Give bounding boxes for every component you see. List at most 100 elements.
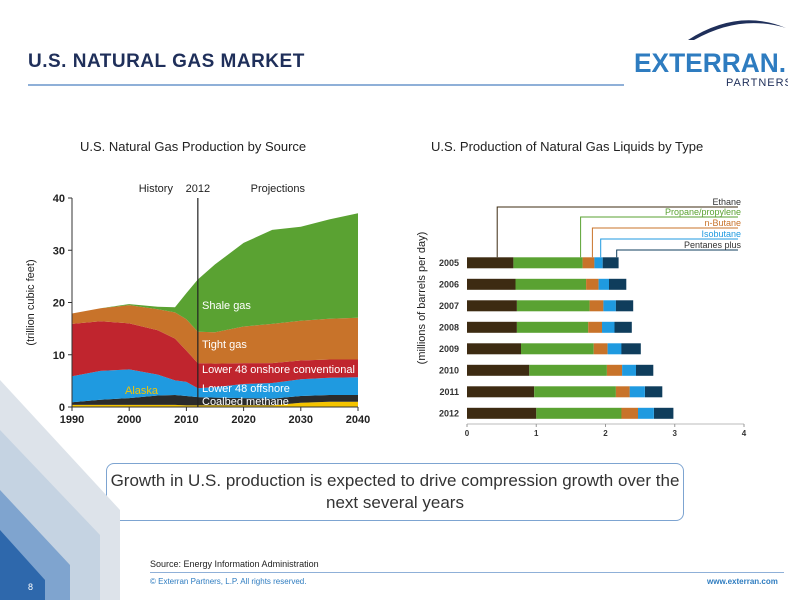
marker-year-label: 2012	[186, 183, 210, 195]
bar-propane-propylene-2009	[521, 343, 594, 355]
bar-n-butane-2011	[615, 386, 630, 398]
bar-ethane-2006	[467, 278, 516, 290]
bar-ethane-2009	[467, 343, 521, 355]
area-tight-gas	[72, 305, 358, 364]
x-tick-label: 1990	[60, 414, 84, 426]
area-lower-48-onshore-conventional	[72, 321, 358, 389]
bar-n-butane-2008	[588, 321, 602, 333]
legend-pentanes-plus: Pentanes plus	[684, 240, 742, 250]
bar-isobutane-2006	[598, 278, 609, 290]
category-label: 2011	[439, 387, 459, 397]
x-tick-label: 2040	[346, 414, 370, 426]
category-label: 2007	[439, 301, 459, 311]
bar-ethane-2007	[467, 300, 517, 312]
bar-n-butane-2010	[606, 364, 623, 376]
category-label: 2005	[439, 258, 459, 268]
y-tick-label: 30	[53, 245, 65, 257]
projections-label: Projections	[251, 183, 306, 195]
bar-pentanes-plus-2006	[609, 278, 627, 290]
category-label: 2009	[439, 344, 459, 354]
legend-leader-ethane	[496, 206, 738, 258]
legend-leader-n-butane	[591, 227, 738, 258]
bar-n-butane-2012	[621, 407, 638, 419]
x-tick-label: 2020	[231, 414, 255, 426]
category-label: 2010	[439, 365, 459, 375]
bar-isobutane-2005	[594, 257, 603, 269]
x-tick-label: 4	[742, 429, 747, 438]
y-tick-label: 20	[53, 298, 65, 310]
y-tick-label: 10	[53, 350, 65, 362]
x-tick-label: 2030	[289, 414, 313, 426]
source-note: Source: Energy Information Administratio…	[150, 559, 319, 569]
copyright-text: © Exterran Partners, L.P. All rights res…	[150, 577, 307, 586]
area-shale-gas	[72, 213, 358, 333]
bar-isobutane-2011	[629, 386, 645, 398]
legend-isobutane: Isobutane	[701, 229, 741, 239]
x-tick-label: 1	[534, 429, 539, 438]
legend-leader-isobutane	[600, 238, 738, 258]
bar-propane-propylene-2010	[529, 364, 607, 376]
bar-isobutane-2007	[603, 300, 616, 312]
bar-n-butane-2005	[582, 257, 595, 269]
legend-n-butane: n-Butane	[704, 218, 741, 228]
series-label-shale-gas: Shale gas	[202, 300, 251, 312]
bar-isobutane-2008	[602, 321, 615, 333]
bar-propane-propylene-2005	[513, 257, 583, 269]
bar-propane-propylene-2011	[534, 386, 616, 398]
bar-isobutane-2010	[622, 364, 636, 376]
logo-main-text: EXTERRAN.	[634, 48, 786, 78]
y-tick-label: 40	[53, 193, 65, 205]
bar-propane-propylene-2008	[516, 321, 589, 333]
bar-pentanes-plus-2007	[615, 300, 634, 312]
bar-isobutane-2012	[638, 407, 654, 419]
bar-propane-propylene-2006	[515, 278, 587, 290]
series-label-coalbed-methane: Coalbed methane	[202, 396, 289, 408]
company-logo: EXTERRAN. PARTNERS	[634, 20, 788, 89]
callout-box: Growth in U.S. production is expected to…	[106, 463, 684, 521]
category-label: 2008	[439, 322, 459, 332]
y-axis-label: (trillion cubic feet)	[25, 259, 37, 345]
y-axis-label: (millions of barrels per day)	[416, 232, 428, 365]
bar-pentanes-plus-2012	[654, 407, 674, 419]
logo-swoosh	[688, 20, 786, 40]
bar-pentanes-plus-2011	[645, 386, 663, 398]
slide-title: U.S. NATURAL GAS MARKET	[28, 51, 305, 72]
series-label-lower-48-onshore-conventional: Lower 48 onshore conventional	[202, 364, 355, 376]
x-tick-label: 0	[465, 429, 470, 438]
website-link[interactable]: www.exterran.com	[707, 577, 778, 586]
x-tick-label: 2	[603, 429, 608, 438]
legend-leader-pentanes-plus	[616, 249, 738, 258]
area-alaska	[72, 401, 358, 407]
bar-ethane-2011	[467, 386, 535, 398]
bar-propane-propylene-2012	[536, 407, 622, 419]
ngl-chart-title: U.S. Production of Natural Gas Liquids b…	[431, 139, 704, 154]
area-lower-48-offshore	[72, 369, 358, 403]
logo-sub-text: PARTNERS	[726, 77, 788, 89]
bar-pentanes-plus-2009	[621, 343, 641, 355]
series-label-tight-gas: Tight gas	[202, 339, 247, 351]
legend-leader-propane-propylene	[580, 216, 738, 258]
area-coalbed-methane	[72, 395, 358, 406]
legend-ethane: Ethane	[712, 197, 741, 207]
y-tick-label: 0	[59, 402, 65, 414]
bar-ethane-2008	[467, 321, 517, 333]
page-number: 8	[28, 582, 34, 592]
footer-divider	[150, 572, 784, 573]
production-chart-title: U.S. Natural Gas Production by Source	[80, 139, 307, 154]
history-label: History	[139, 183, 174, 195]
title-divider	[28, 84, 624, 86]
category-label: 2006	[439, 279, 459, 289]
series-label-alaska: Alaska	[125, 385, 159, 397]
bar-pentanes-plus-2005	[602, 257, 619, 269]
bar-n-butane-2006	[586, 278, 599, 290]
x-tick-label: 2000	[117, 414, 141, 426]
category-label: 2012	[439, 408, 459, 418]
legend-propane-propylene: Propane/propylene	[665, 207, 741, 217]
bar-propane-propylene-2007	[516, 300, 590, 312]
bar-ethane-2005	[467, 257, 514, 269]
bar-n-butane-2007	[589, 300, 604, 312]
bar-ethane-2010	[467, 364, 530, 376]
x-tick-label: 2010	[174, 414, 198, 426]
